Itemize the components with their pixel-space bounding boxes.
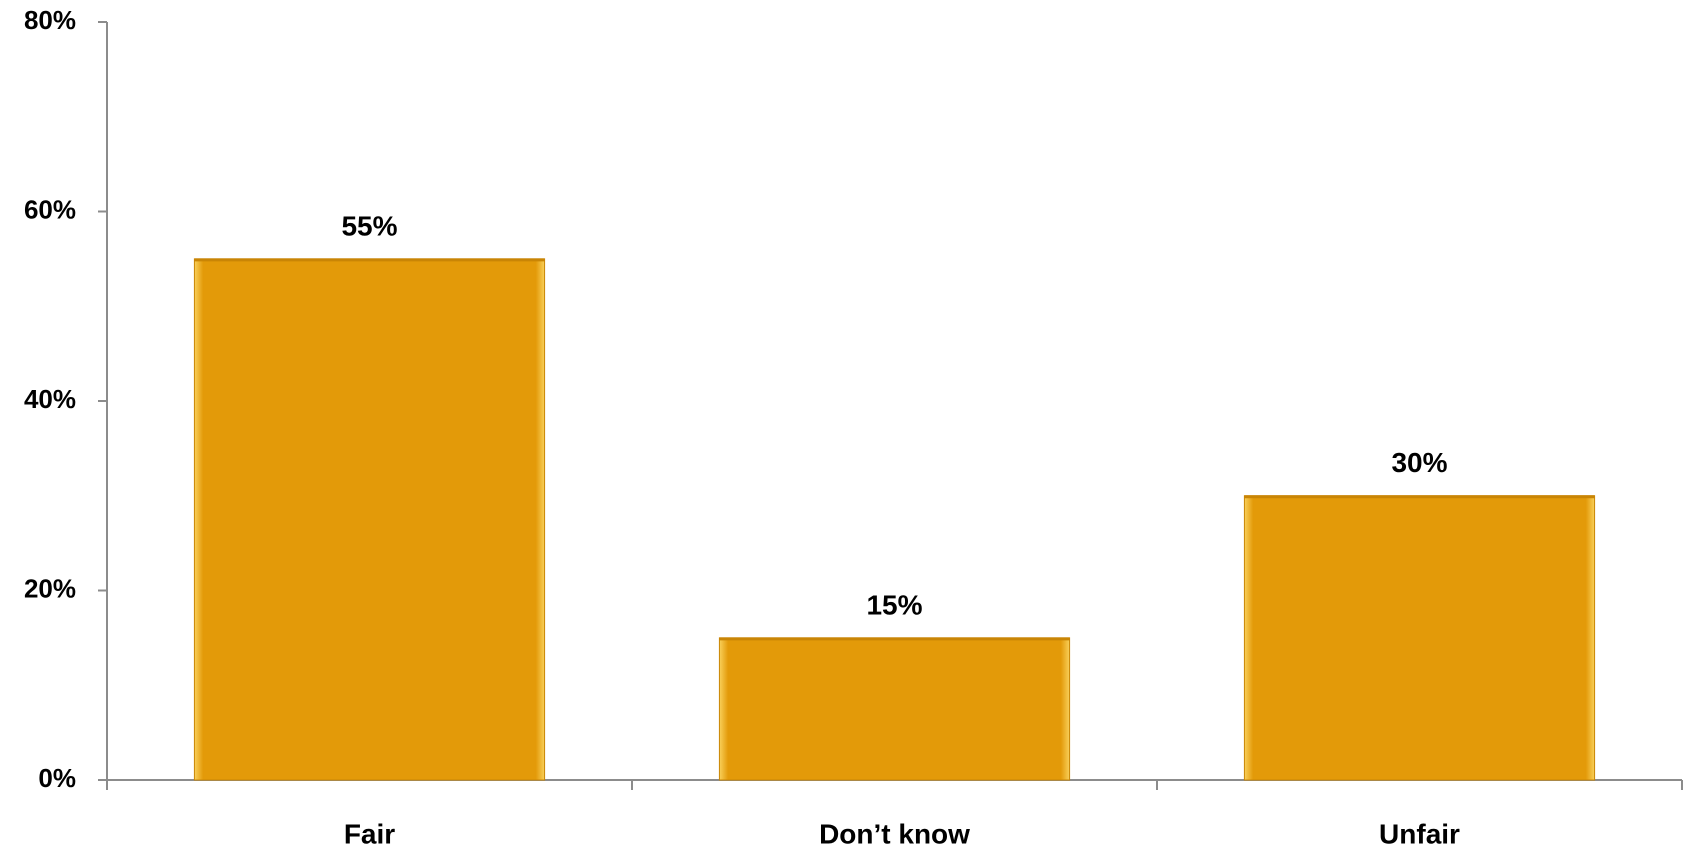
data-labels: 55% 15% 30%: [341, 210, 1447, 620]
bar-1: [718, 637, 1071, 781]
y-tick-label: 60%: [24, 194, 76, 224]
x-axis: Fair Don’t know Unfair: [106, 779, 1683, 849]
y-tick-label: 0%: [38, 763, 76, 793]
y-tick-label: 80%: [24, 5, 76, 35]
y-tick-label: 40%: [24, 384, 76, 414]
category-label-1: Don’t know: [819, 818, 970, 849]
category-label-0: Fair: [344, 818, 395, 849]
y-tick-label: 20%: [24, 573, 76, 603]
data-label-2: 30%: [1391, 447, 1447, 478]
bars: [193, 258, 1596, 781]
y-axis: 0% 20% 40% 60% 80%: [24, 5, 108, 793]
bar-0: [193, 258, 546, 781]
bar-2: [1243, 495, 1596, 781]
data-label-1: 15%: [866, 589, 922, 620]
data-label-0: 55%: [341, 210, 397, 241]
category-label-2: Unfair: [1379, 818, 1460, 849]
